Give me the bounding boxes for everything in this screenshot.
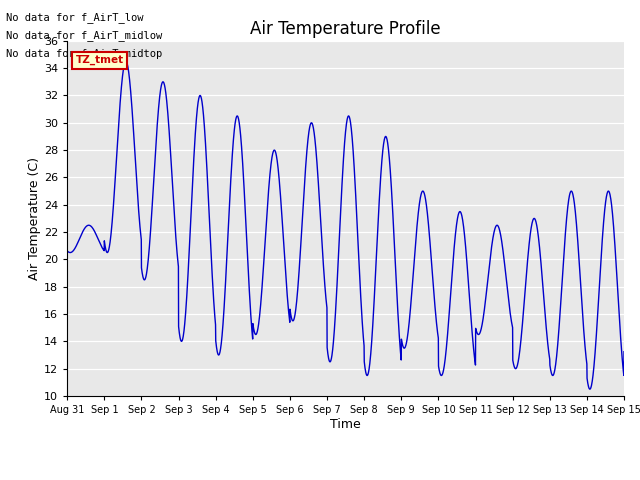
- Text: TZ_tmet: TZ_tmet: [76, 55, 124, 65]
- Text: No data for f_AirT_midlow: No data for f_AirT_midlow: [6, 30, 163, 41]
- Text: No data for f_AirT_midtop: No data for f_AirT_midtop: [6, 48, 163, 60]
- X-axis label: Time: Time: [330, 418, 361, 431]
- Text: No data for f_AirT_low: No data for f_AirT_low: [6, 12, 144, 23]
- Title: Air Temperature Profile: Air Temperature Profile: [250, 20, 441, 38]
- Y-axis label: Air Temperature (C): Air Temperature (C): [28, 157, 41, 280]
